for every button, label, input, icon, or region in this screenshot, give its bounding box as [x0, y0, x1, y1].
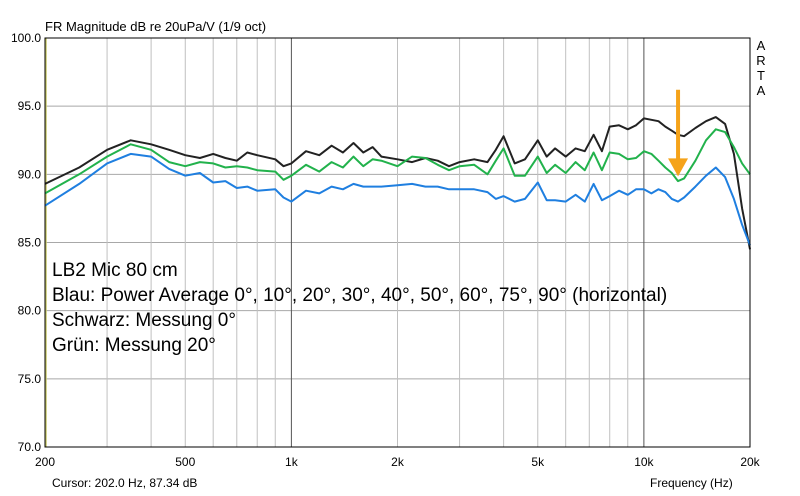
series-line-2	[44, 128, 751, 195]
arrow-head	[668, 158, 689, 177]
x-axis-label: Frequency (Hz)	[650, 476, 733, 490]
y-tick-label: 75.0	[18, 372, 42, 386]
x-tick-label: 1k	[285, 455, 299, 469]
y-tick-label: 70.0	[18, 440, 42, 454]
annotation-line: Grün: Messung 20°	[52, 335, 216, 356]
chart-title: FR Magnitude dB re 20uPa/V (1/9 oct)	[45, 19, 266, 34]
brand-letter: A	[757, 83, 766, 98]
series-line-3	[44, 152, 751, 246]
brand-letter: R	[756, 53, 765, 68]
annotation-line: LB2 Mic 80 cm	[52, 260, 178, 281]
highlight-arrow	[668, 89, 689, 177]
x-tick-label: 200	[35, 455, 55, 469]
y-tick-label: 80.0	[18, 304, 42, 318]
y-axis-ticks: 100.0 95.0 90.0 85.0 80.0 75.0 70.0	[11, 31, 41, 454]
x-tick-label: 500	[175, 455, 195, 469]
y-tick-label: 85.0	[18, 236, 42, 250]
x-axis-ticks: 200 500 1k 2k 5k 10k 20k	[35, 455, 761, 469]
series-line-1	[44, 116, 751, 250]
x-tick-label: 20k	[740, 455, 760, 469]
y-tick-label: 90.0	[18, 167, 42, 181]
x-tick-label: 2k	[391, 455, 405, 469]
series-lines	[44, 116, 751, 250]
x-tick-label: 10k	[634, 455, 654, 469]
brand-letter: A	[757, 38, 766, 53]
grid	[44, 37, 751, 448]
y-tick-label: 95.0	[18, 99, 42, 113]
annotation-line: Blau: Power Average 0°, 10°, 20°, 30°, 4…	[52, 285, 667, 306]
annotation-text: LB2 Mic 80 cm Blau: Power Average 0°, 10°…	[52, 260, 667, 356]
brand-letter: T	[757, 68, 765, 83]
x-tick-label: 5k	[531, 455, 545, 469]
plot-frame	[44, 37, 751, 448]
cursor-readout: Cursor: 202.0 Hz, 87.34 dB	[52, 476, 197, 490]
y-tick-label: 100.0	[11, 31, 41, 45]
annotation-line: Schwarz: Messung 0°	[52, 310, 236, 331]
